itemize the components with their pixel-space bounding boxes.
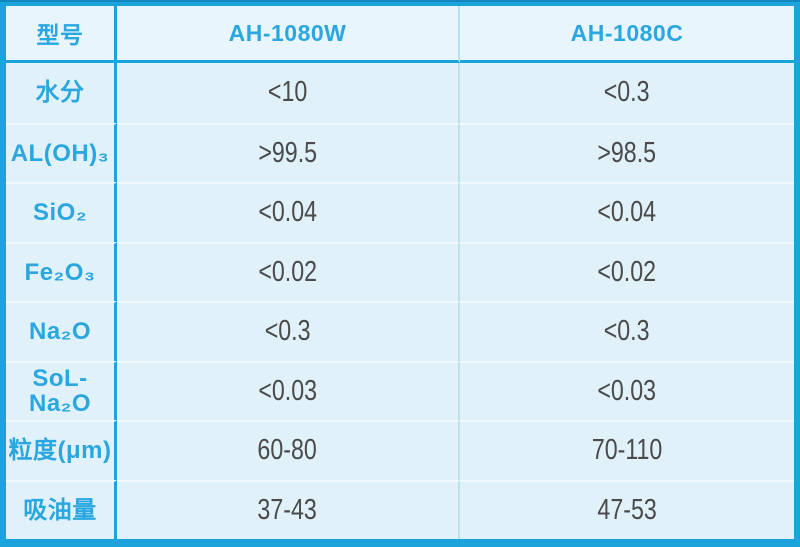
cell-aloh3-c-value: >98.5 <box>597 136 657 169</box>
cell-particle-size-w: 60-80 <box>117 420 460 480</box>
column-header-ah-1080w: AH-1080W <box>117 6 460 63</box>
column-header-ah-1080w-label: AH-1080W <box>228 19 347 46</box>
cell-sol-na2o-c-value: <0.03 <box>597 374 657 407</box>
cell-aloh3-c: >98.5 <box>460 122 794 182</box>
cell-moisture-c: <0.3 <box>460 63 794 123</box>
row-label-fe2o3-text: Fe₂O₃ <box>24 258 96 286</box>
cell-particle-size-w-value: 60-80 <box>257 434 318 467</box>
row-label-moisture: 水分 <box>6 63 117 123</box>
row-label-particle-size-text: 粒度(μm) <box>8 437 112 465</box>
row-label-sio2: SiO₂ <box>6 182 117 242</box>
cell-moisture-c-value: <0.3 <box>604 76 650 109</box>
cell-na2o-w: <0.3 <box>117 301 460 361</box>
cell-sol-na2o-c: <0.03 <box>460 360 794 420</box>
column-header-ah-1080c-label: AH-1080C <box>570 19 684 46</box>
cell-moisture-w-value: <10 <box>267 76 308 109</box>
column-header-ah-1080c: AH-1080C <box>460 6 794 63</box>
row-label-aloh3: AL(OH)₃ <box>6 122 117 182</box>
row-label-na2o: Na₂O <box>6 301 117 361</box>
cell-sio2-w: <0.04 <box>117 182 460 242</box>
row-label-particle-size: 粒度(μm) <box>6 420 117 480</box>
cell-particle-size-c-value: 70-110 <box>591 434 663 467</box>
cell-oil-absorption-w-value: 37-43 <box>257 493 318 526</box>
column-header-model: 型号 <box>6 6 117 63</box>
row-label-sio2-text: SiO₂ <box>32 199 87 227</box>
row-label-na2o-text: Na₂O <box>28 318 91 346</box>
row-label-aloh3-text: AL(OH)₃ <box>10 139 110 167</box>
row-label-sol-na2o-text: SoL-Na₂O <box>28 365 91 418</box>
cell-sio2-w-value: <0.04 <box>258 196 317 229</box>
cell-na2o-w-value: <0.3 <box>264 315 311 348</box>
column-header-model-label: 型号 <box>36 22 84 48</box>
cell-fe2o3-w-value: <0.02 <box>258 255 317 288</box>
cell-particle-size-c: 70-110 <box>460 420 794 480</box>
cell-moisture-w: <10 <box>117 63 460 123</box>
cell-fe2o3-c-value: <0.02 <box>597 255 657 288</box>
cell-sio2-c: <0.04 <box>460 182 794 242</box>
row-label-moisture-text: 水分 <box>35 79 85 107</box>
cell-fe2o3-c: <0.02 <box>460 241 794 301</box>
cell-oil-absorption-c: 47-53 <box>460 479 794 539</box>
spec-table-grid: 型号 AH-1080W AH-1080C 水分 <10 <0.3 AL(OH)₃… <box>6 6 794 539</box>
row-label-sol-na2o: SoL-Na₂O <box>6 360 117 420</box>
cell-sio2-c-value: <0.04 <box>597 196 657 229</box>
cell-oil-absorption-c-value: 47-53 <box>597 493 657 526</box>
row-label-oil-absorption: 吸油量 <box>6 479 117 539</box>
row-label-fe2o3: Fe₂O₃ <box>6 241 117 301</box>
cell-sol-na2o-w: <0.03 <box>117 360 460 420</box>
cell-fe2o3-w: <0.02 <box>117 241 460 301</box>
row-label-oil-absorption-text: 吸油量 <box>23 496 97 524</box>
cell-na2o-c-value: <0.3 <box>604 315 650 348</box>
cell-sol-na2o-w-value: <0.03 <box>258 374 317 407</box>
cell-oil-absorption-w: 37-43 <box>117 479 460 539</box>
cell-aloh3-w: >99.5 <box>117 122 460 182</box>
cell-aloh3-w-value: >99.5 <box>258 136 317 169</box>
cell-na2o-c: <0.3 <box>460 301 794 361</box>
